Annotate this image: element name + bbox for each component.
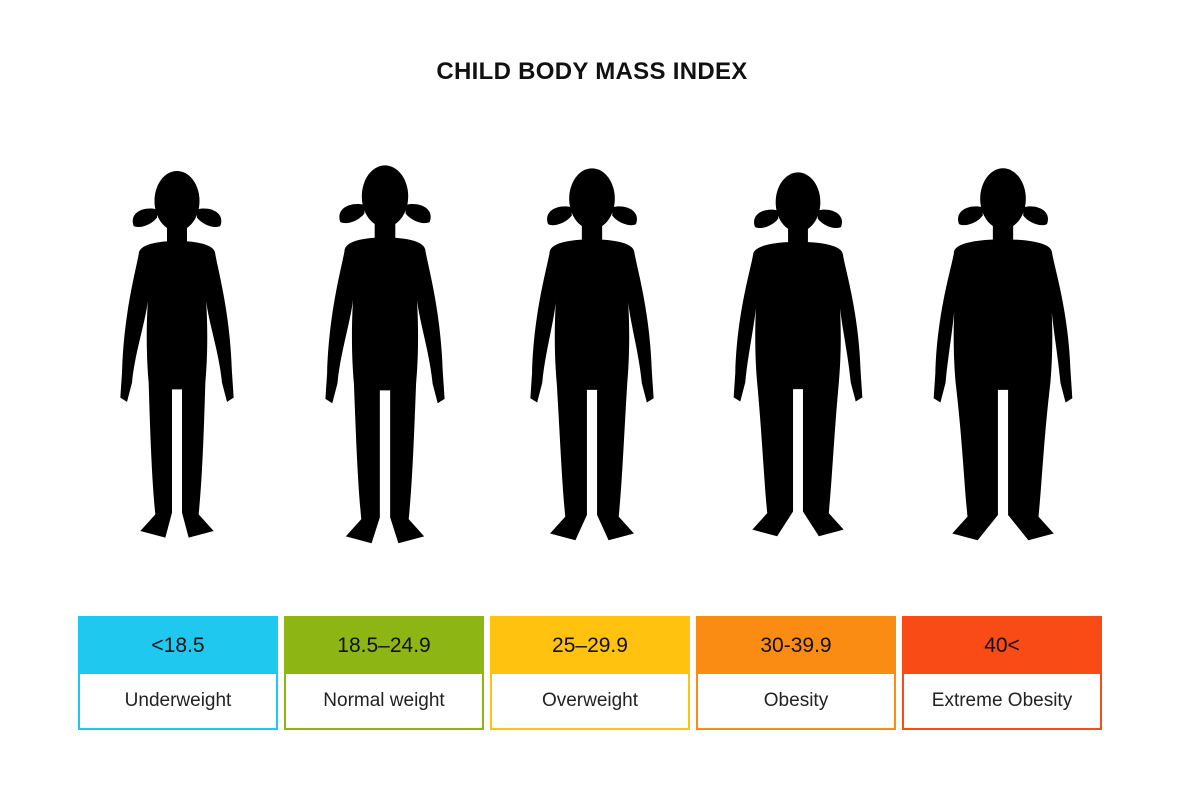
child-silhouette-svg — [733, 172, 863, 537]
body-shape — [325, 237, 445, 544]
bmi-category-label: Obesity — [698, 674, 894, 728]
ponytail-right — [197, 208, 222, 228]
bmi-category-label: Extreme Obesity — [904, 674, 1100, 728]
bmi-range: 40< — [904, 618, 1100, 674]
body-shape — [530, 239, 654, 541]
child-silhouette-svg — [530, 168, 654, 541]
body-shape — [120, 241, 234, 538]
bmi-legend: <18.5 Underweight 18.5–24.9 Normal weigh… — [0, 616, 1184, 730]
ponytail-left — [754, 209, 779, 229]
child-silhouette-svg — [120, 171, 234, 538]
child-silhouette-icon — [306, 126, 464, 586]
ponytail-right — [612, 206, 637, 226]
neck-shape — [581, 222, 603, 245]
child-silhouette-icon — [510, 126, 674, 586]
bmi-range: <18.5 — [80, 618, 276, 674]
body-shape — [733, 241, 863, 537]
child-silhouette-icon — [910, 126, 1096, 586]
bmi-card-underweight: <18.5 Underweight — [78, 616, 278, 730]
head-shape — [569, 168, 615, 230]
ponytail-left — [958, 206, 983, 226]
page-title: CHILD BODY MASS INDEX — [436, 58, 748, 85]
child-silhouette-icon — [712, 126, 884, 586]
neck-shape — [788, 225, 808, 247]
bmi-range: 18.5–24.9 — [286, 618, 482, 674]
child-silhouette-svg — [325, 165, 445, 544]
ponytail-left — [339, 203, 365, 224]
bmi-card-obesity: 30-39.9 Obesity — [696, 616, 896, 730]
ponytail-right — [1023, 206, 1048, 226]
ponytail-left — [132, 208, 157, 228]
bmi-category-label: Normal weight — [286, 674, 482, 728]
head-shape — [775, 172, 821, 232]
bmi-category-label: Overweight — [492, 674, 688, 728]
head-shape — [361, 165, 409, 228]
ponytail-left — [547, 206, 572, 226]
head-shape — [980, 168, 1026, 230]
body-shape — [933, 239, 1073, 541]
bmi-range: 30-39.9 — [698, 618, 894, 674]
bmi-range: 25–29.9 — [492, 618, 688, 674]
silhouette-row — [0, 126, 1184, 586]
child-silhouette-svg — [933, 168, 1073, 541]
child-silhouette-icon — [102, 126, 252, 586]
ponytail-right — [405, 203, 431, 224]
head-shape — [154, 171, 200, 231]
bmi-card-extreme-obesity: 40< Extreme Obesity — [902, 616, 1102, 730]
ponytail-right — [817, 209, 842, 229]
neck-shape — [167, 224, 187, 246]
neck-shape — [374, 220, 396, 243]
neck-shape — [992, 222, 1014, 245]
bmi-category-label: Underweight — [80, 674, 276, 728]
bmi-card-normal: 18.5–24.9 Normal weight — [284, 616, 484, 730]
bmi-card-overweight: 25–29.9 Overweight — [490, 616, 690, 730]
